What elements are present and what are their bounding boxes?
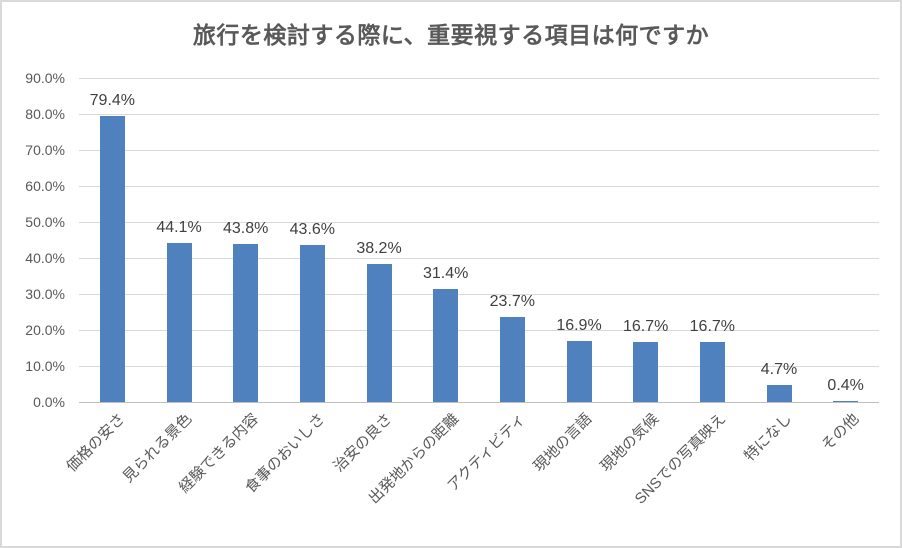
y-axis-tick-label: 10.0% <box>25 358 65 374</box>
bar <box>433 288 459 402</box>
bar <box>166 243 192 402</box>
gridline <box>79 293 879 295</box>
gridline <box>79 77 879 79</box>
gridline <box>79 329 879 331</box>
bar-value-label: 23.7% <box>489 292 536 310</box>
bar <box>366 264 392 402</box>
bar <box>299 245 325 402</box>
bar-value-label: 0.4% <box>827 376 864 394</box>
gridline <box>79 221 879 223</box>
y-axis-tick-label: 90.0% <box>25 70 65 86</box>
bar-value-label: 79.4% <box>89 92 136 110</box>
bar-value-label: 43.8% <box>222 220 269 238</box>
x-axis-category-label: その他 <box>818 410 862 455</box>
x-axis-category-label: 治安の良さ <box>330 410 396 476</box>
bar <box>99 116 125 402</box>
chart-title: 旅行を検討する際に、重要視する項目は何ですか <box>192 22 710 48</box>
gridline <box>79 365 879 367</box>
bar-value-label: 16.9% <box>556 317 602 335</box>
gridline <box>79 257 879 259</box>
bar <box>233 244 259 402</box>
y-axis-tick-label: 40.0% <box>25 250 65 266</box>
gridline <box>79 113 879 115</box>
bar-value-label: 16.7% <box>622 317 669 335</box>
y-axis-tick-label: 30.0% <box>25 286 65 302</box>
bar-value-label: 38.2% <box>356 240 402 258</box>
x-axis-category-label: 特になし <box>740 410 796 465</box>
y-axis-tick-label: 50.0% <box>25 214 65 230</box>
bar-value-label: 43.6% <box>289 221 336 239</box>
bar <box>699 341 725 402</box>
bar <box>566 341 592 402</box>
bar <box>499 316 525 402</box>
y-axis-tick-label: 0.0% <box>33 394 65 410</box>
bar-value-label: 4.7% <box>760 361 798 379</box>
x-axis-line <box>79 401 879 403</box>
y-axis-tick-label: 20.0% <box>25 322 65 338</box>
bar-value-label: 44.1% <box>156 219 202 237</box>
bar <box>633 341 659 402</box>
y-axis-tick-label: 70.0% <box>25 142 65 158</box>
bar <box>833 400 859 402</box>
bar <box>766 385 792 402</box>
x-axis-category-label: 現地の気候 <box>596 410 662 476</box>
bar-value-label: 31.4% <box>422 264 469 282</box>
bar-value-label: 16.7% <box>689 317 736 335</box>
gridline <box>79 185 879 187</box>
y-axis-tick-label: 60.0% <box>25 178 65 194</box>
x-axis-category-label: 価格の安さ <box>63 410 129 476</box>
gridline <box>79 149 879 151</box>
y-axis-tick-label: 80.0% <box>25 106 65 122</box>
x-axis-category-label: 現地の言語 <box>530 410 596 476</box>
